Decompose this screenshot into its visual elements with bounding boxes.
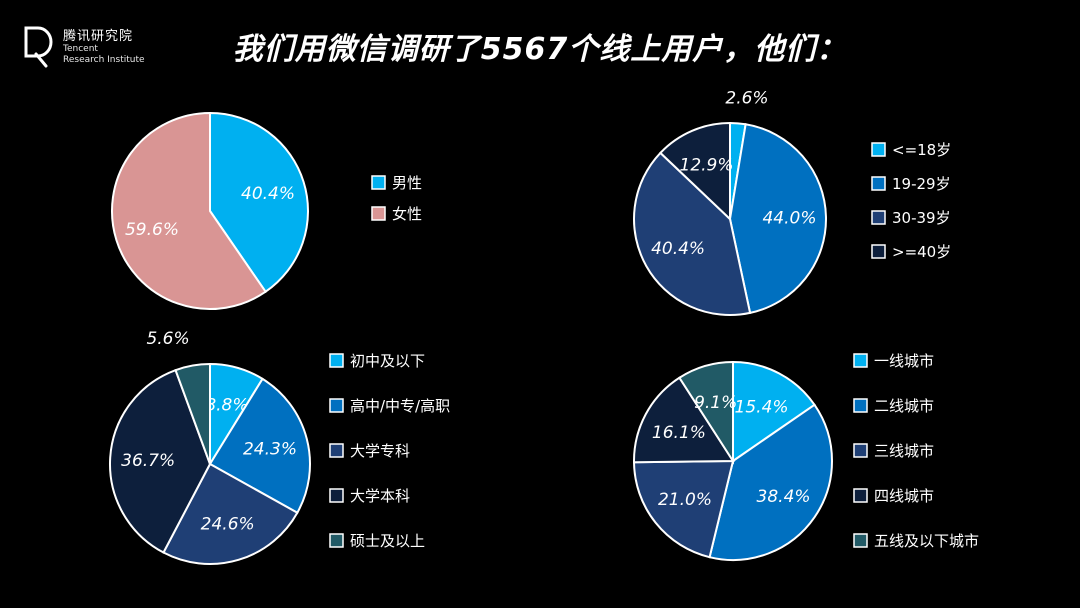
legend-age: <=18岁 19-29岁 30-39岁 >=40岁 [871,141,951,261]
legend-label-education-1: 高中/中专/高职 [350,397,450,415]
brand-name-en-line1: Tencent [63,44,98,54]
legend-swatch-gender-1 [371,206,386,221]
legend-label-gender-0: 男性 [392,174,422,192]
slice-label-education-4: 5.6% [146,329,189,349]
pie-slice-age-3 [658,121,731,222]
legend-swatch-gender-0 [371,175,386,190]
legend-label-education-2: 大学专科 [350,442,410,460]
legend-label-age-3: >=40岁 [892,243,951,261]
legend-swatch-education-1 [329,398,344,413]
pie-chart-age: 2.6% 44.0% 40.4% 12.9% [633,88,827,316]
legend-swatch-education-3 [329,488,344,503]
legend-label-education-3: 大学本科 [350,487,410,505]
slice-label-education-1: 24.3% [243,439,297,459]
pie-slice-education-1 [208,377,311,515]
pie-slice-education-3 [109,368,212,554]
legend-label-education-0: 初中及以下 [350,352,425,370]
slice-label-age-2: 40.4% [651,239,705,259]
legend-label-gender-1: 女性 [392,205,422,223]
legend-swatch-city-0 [853,353,868,368]
legend-label-age-0: <=18岁 [892,141,951,159]
brand-logo: 腾讯研究院 Tencent Research Institute [22,22,162,70]
legend-label-city-1: 二线城市 [874,397,934,415]
pie-slice-city-2 [632,459,735,559]
legend-swatch-age-3 [871,244,886,259]
legend-label-age-2: 30-39岁 [892,209,951,227]
pie-slice-education-4 [174,362,211,465]
legend-swatch-age-0 [871,142,886,157]
pie-chart-city: 15.4% 38.4% 21.0% 16.1% 9.1% [632,360,833,561]
pie-slice-age-2 [633,151,752,316]
pie-slice-gender-1 [111,111,267,310]
brand-name-en: Tencent Research Institute [63,44,145,66]
pie-slice-city-1 [708,403,833,561]
legend-label-city-3: 四线城市 [874,487,934,505]
legend-swatch-age-2 [871,210,886,225]
legend-label-education-4: 硕士及以上 [350,532,425,550]
brand-name-cn: 腾讯研究院 [63,29,134,44]
legend-swatch-education-2 [329,443,344,458]
slice-label-education-3: 36.7% [121,451,175,471]
slice-label-age-0: 2.6% [725,88,768,108]
slice-label-education-0: 8.8% [205,395,248,415]
legend-label-age-1: 19-29岁 [892,175,951,193]
slice-label-gender-1: 59.6% [125,220,179,240]
tencent-research-logo-icon [24,26,53,68]
page-title: 我们用微信调研了5567个线上用户，他们： [232,32,848,67]
pie-slice-city-4 [678,360,734,465]
slice-label-gender-0: 40.4% [241,184,295,204]
legend-swatch-city-2 [853,443,868,458]
legend-label-city-4: 五线及以下城市 [874,532,979,550]
brand-name-en-line2: Research Institute [63,55,145,65]
slice-label-city-4: 9.1% [694,393,737,413]
legend-swatch-city-1 [853,398,868,413]
pie-chart-gender: 40.4% 59.6% [111,111,309,310]
pie-slice-city-0 [732,360,816,463]
slice-label-age-3: 12.9% [680,155,734,175]
pie-slice-gender-0 [209,111,309,294]
slice-label-age-1: 44.0% [762,209,816,229]
slice-label-city-2: 21.0% [658,490,712,510]
legend-swatch-city-4 [853,533,868,548]
legend-swatch-city-3 [853,488,868,503]
legend-swatch-education-4 [329,533,344,548]
pie-slice-city-3 [633,376,735,464]
legend-label-city-2: 三线城市 [874,442,934,460]
slice-label-city-3: 16.1% [652,423,706,443]
slice-label-education-2: 24.6% [201,514,255,534]
pie-slice-age-1 [728,123,827,315]
legend-swatch-age-1 [871,176,886,191]
slice-label-city-0: 15.4% [735,398,789,418]
legend-swatch-education-0 [329,353,344,368]
legend-label-city-0: 一线城市 [874,352,934,370]
slice-label-city-1: 38.4% [757,487,811,507]
pie-chart-education: 8.8% 24.3% 24.6% 36.7% 5.6% [109,329,311,565]
